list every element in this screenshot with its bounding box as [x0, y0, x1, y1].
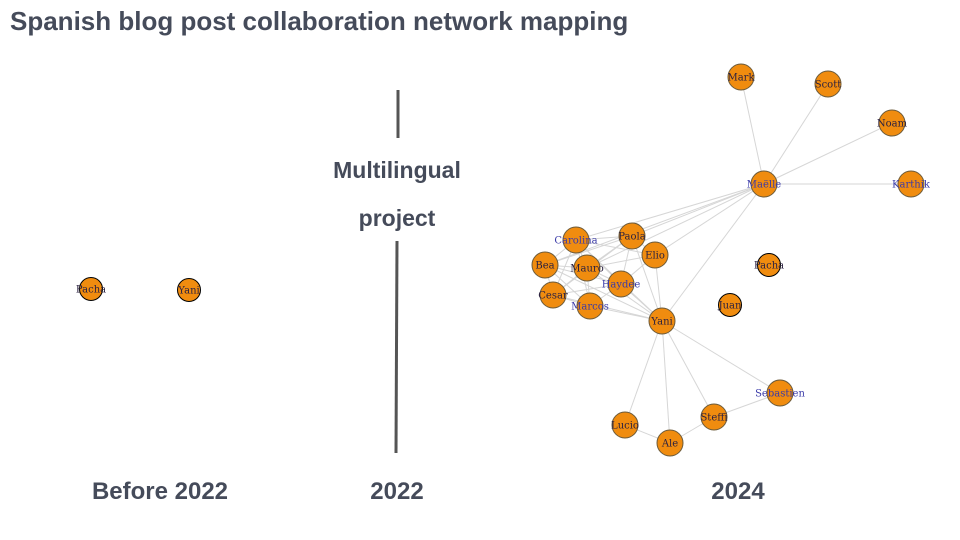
- network-edge: [654, 183, 765, 256]
- network-node: Elio: [641, 241, 669, 269]
- node-circle: [79, 277, 103, 301]
- network-edge: [661, 320, 671, 444]
- network-edge: [661, 320, 781, 394]
- network-node: Bea: [531, 251, 559, 279]
- node-label: Pacha: [754, 261, 784, 272]
- node-circle: [177, 278, 201, 302]
- network-edge: [740, 76, 765, 185]
- node-label: Yani: [650, 317, 672, 328]
- network-edges: [544, 76, 911, 444]
- node-circle: [766, 379, 794, 407]
- period-label-before: Before 2022: [91, 478, 229, 505]
- node-circle: [700, 403, 728, 431]
- network-node: Pacha: [76, 277, 106, 301]
- network-node: Yani: [648, 307, 676, 335]
- node-label: Mauro: [570, 264, 603, 275]
- node-label: Bea: [535, 261, 554, 272]
- network-node: Carolina: [554, 226, 598, 254]
- network-nodes: Mark Scott Noam Maëlle Karthik Carolina PaolaE…: [76, 63, 931, 457]
- node-circle: [531, 251, 559, 279]
- network-node: Ale: [656, 429, 684, 457]
- node-label: Sebastien: [755, 389, 805, 400]
- node-circle: [814, 70, 842, 98]
- network-node: Yani: [177, 278, 201, 302]
- node-label: Elio: [645, 251, 665, 262]
- node-circle: [618, 222, 646, 250]
- network-edge: [552, 294, 663, 322]
- node-label: Carolina: [554, 236, 597, 247]
- node-circle: [607, 270, 635, 298]
- node-label: Cesar: [538, 291, 568, 302]
- network-edge: [763, 122, 893, 185]
- period-label-after: 2024: [711, 478, 765, 505]
- node-label: Maëlle: [747, 180, 782, 191]
- network-node: Cesar: [538, 281, 568, 309]
- network-node: Marcos: [571, 292, 609, 320]
- divider-line-bottom: [394, 240, 399, 454]
- network-node: Haydee: [602, 270, 641, 298]
- node-label: Noam: [877, 119, 908, 130]
- network-edge: [575, 183, 765, 241]
- node-label: Yani: [177, 286, 199, 297]
- node-label: Karthik: [892, 180, 931, 191]
- node-circle: [897, 170, 925, 198]
- node-circle: [727, 63, 755, 91]
- network-node: Lucio: [611, 411, 639, 439]
- node-label: Paola: [618, 232, 645, 243]
- node-circle: [878, 109, 906, 137]
- network-edge: [586, 183, 765, 269]
- network-edge: [631, 235, 663, 322]
- network-node: Mauro: [570, 254, 604, 282]
- network-node: Juan: [718, 293, 742, 317]
- network-node: Sebastien: [755, 379, 805, 407]
- node-label: Juan: [718, 301, 742, 312]
- node-circle: [539, 281, 567, 309]
- node-label: Scott: [815, 80, 842, 91]
- network-edge: [544, 235, 633, 266]
- node-label: Ale: [661, 439, 678, 450]
- network-edge: [763, 83, 829, 185]
- node-circle: [648, 307, 676, 335]
- network-edge: [544, 264, 663, 322]
- network-edge: [661, 183, 765, 322]
- node-circle: [718, 293, 742, 317]
- node-label: Pacha: [76, 285, 106, 296]
- network-node: Noam: [877, 109, 908, 137]
- node-label: Mark: [727, 73, 755, 84]
- node-label: Lucio: [611, 421, 639, 432]
- network-node: Steffi: [700, 403, 728, 431]
- multilingual-project-label: Multilingual project: [318, 146, 476, 242]
- node-circle: [750, 170, 778, 198]
- node-circle: [576, 292, 604, 320]
- node-circle: [656, 429, 684, 457]
- network-node: Pacha: [754, 253, 784, 277]
- period-label-middle: 2022: [370, 478, 424, 505]
- node-circle: [611, 411, 639, 439]
- node-circle: [641, 241, 669, 269]
- node-label: Marcos: [571, 302, 609, 313]
- node-label: Haydee: [602, 280, 641, 291]
- network-node: Karthik: [892, 170, 931, 198]
- divider-label-line1: Multilingual: [333, 157, 461, 183]
- node-circle: [757, 253, 781, 277]
- network-node: Paola: [618, 222, 646, 250]
- network-edge: [661, 320, 715, 418]
- divider-label-line2: project: [358, 205, 436, 231]
- network-node: Mark: [727, 63, 755, 91]
- node-label: Steffi: [700, 413, 727, 424]
- network-node: Maëlle: [747, 170, 782, 198]
- page-title: Spanish blog post collaboration network …: [10, 6, 629, 36]
- node-circle: [562, 226, 590, 254]
- network-edge: [624, 320, 663, 426]
- network-node: Scott: [814, 70, 842, 98]
- node-circle: [573, 254, 601, 282]
